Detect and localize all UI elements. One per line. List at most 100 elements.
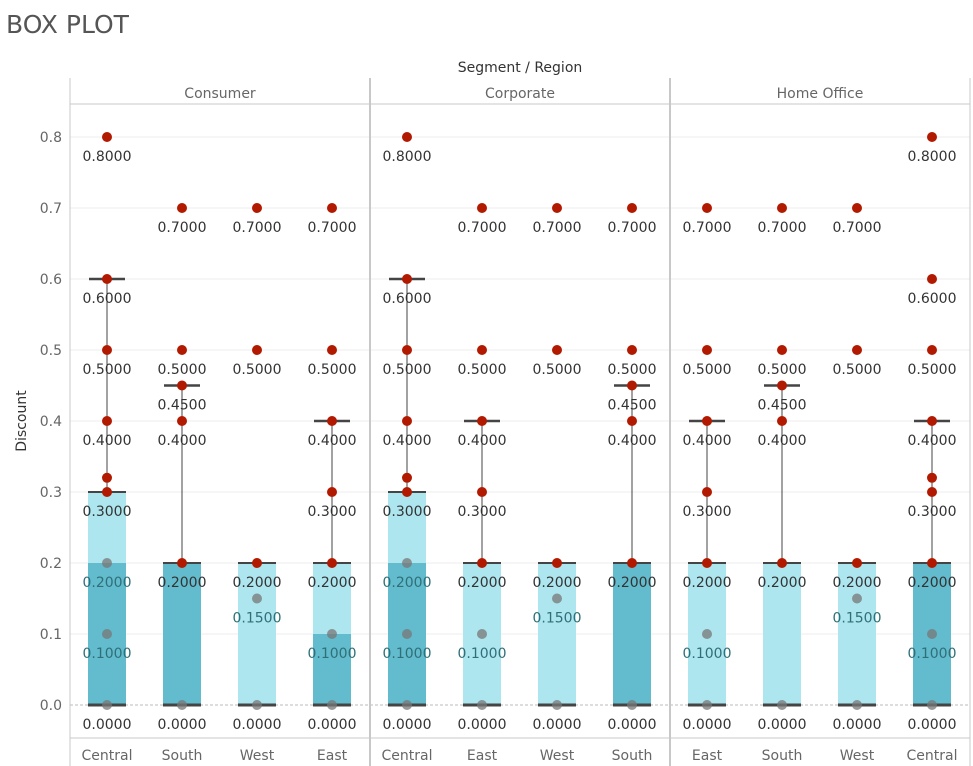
- data-point: [402, 629, 412, 639]
- data-point: [327, 345, 337, 355]
- data-point: [177, 700, 187, 710]
- data-point: [927, 345, 937, 355]
- data-point: [702, 700, 712, 710]
- data-label: 0.1500: [233, 611, 282, 627]
- box-upper: [538, 563, 576, 705]
- x-tick-label: South: [162, 748, 203, 764]
- data-label: 0.3000: [308, 504, 357, 520]
- data-label: 0.8000: [83, 149, 132, 165]
- data-point: [327, 416, 337, 426]
- data-point: [327, 558, 337, 568]
- data-label: 0.7000: [533, 220, 582, 236]
- x-tick-label: East: [692, 748, 723, 764]
- data-label: 0.4000: [683, 433, 732, 449]
- box-upper: [88, 492, 126, 563]
- data-label: 0.1500: [533, 611, 582, 627]
- data-point: [552, 345, 562, 355]
- data-label: 0.0000: [608, 717, 657, 733]
- data-point: [402, 558, 412, 568]
- data-label: 0.0000: [683, 717, 732, 733]
- data-point: [327, 700, 337, 710]
- data-label: 0.6000: [83, 291, 132, 307]
- data-label: 0.3000: [908, 504, 957, 520]
- data-point: [852, 558, 862, 568]
- data-point: [252, 558, 262, 568]
- data-label: 0.5000: [83, 362, 132, 378]
- data-label: 0.7000: [833, 220, 882, 236]
- data-point: [552, 203, 562, 213]
- data-label: 0.0000: [383, 717, 432, 733]
- x-tick-label: East: [467, 748, 498, 764]
- data-point: [927, 274, 937, 284]
- data-point: [702, 487, 712, 497]
- data-point: [702, 416, 712, 426]
- data-label: 0.5000: [158, 362, 207, 378]
- data-label: 0.6000: [383, 291, 432, 307]
- data-point: [177, 345, 187, 355]
- data-point: [927, 558, 937, 568]
- data-label: 0.1000: [683, 646, 732, 662]
- data-point: [177, 380, 187, 391]
- data-label: 0.4500: [608, 398, 657, 414]
- segment-header: Consumer: [184, 86, 256, 102]
- data-point: [102, 345, 112, 355]
- data-label: 0.4500: [758, 398, 807, 414]
- data-point: [102, 700, 112, 710]
- data-point: [102, 487, 112, 497]
- data-point: [927, 472, 937, 483]
- y-tick-label: 0.8: [40, 130, 62, 146]
- data-label: 0.1000: [83, 646, 132, 662]
- data-point: [552, 700, 562, 710]
- data-point: [252, 593, 262, 604]
- data-point: [402, 416, 412, 426]
- data-label: 0.7000: [458, 220, 507, 236]
- data-label: 0.4000: [383, 433, 432, 449]
- data-point: [477, 203, 487, 213]
- data-label: 0.7000: [608, 220, 657, 236]
- data-point: [402, 487, 412, 497]
- data-label: 0.1000: [383, 646, 432, 662]
- data-point: [852, 700, 862, 710]
- x-tick-label: Central: [382, 748, 433, 764]
- data-point: [252, 203, 262, 213]
- data-label: 0.5000: [683, 362, 732, 378]
- data-point: [477, 700, 487, 710]
- data-label: 0.8000: [383, 149, 432, 165]
- y-axis-title: Discount: [14, 390, 30, 452]
- data-point: [927, 700, 937, 710]
- data-label: 0.0000: [233, 717, 282, 733]
- box-upper: [763, 563, 801, 705]
- data-label: 0.5000: [833, 362, 882, 378]
- y-tick-label: 0.6: [40, 272, 62, 288]
- data-label: 0.2000: [833, 575, 882, 591]
- y-axis-ticks: 0.0 0.1 0.2 0.3 0.4 0.5 0.6 0.7 0.8: [40, 130, 62, 714]
- y-tick-label: 0.2: [40, 556, 62, 572]
- data-label: 0.1000: [308, 646, 357, 662]
- data-point: [927, 487, 937, 497]
- data-point: [102, 416, 112, 426]
- data-point: [252, 345, 262, 355]
- data-label: 0.1000: [908, 646, 957, 662]
- x-tick-label: East: [317, 748, 348, 764]
- data-label: 0.2000: [383, 575, 432, 591]
- data-label: 0.7000: [683, 220, 732, 236]
- data-label: 0.1000: [458, 646, 507, 662]
- data-label: 0.0000: [908, 717, 957, 733]
- data-label: 0.4000: [908, 433, 957, 449]
- page-title: BOX PLOT: [6, 10, 129, 39]
- data-point: [552, 593, 562, 604]
- data-point: [777, 345, 787, 355]
- data-label: 0.4000: [758, 433, 807, 449]
- segment-header: Corporate: [485, 86, 555, 102]
- box-lower: [313, 634, 351, 705]
- box-upper: [838, 563, 876, 705]
- data-label: 0.2000: [308, 575, 357, 591]
- data-point: [552, 558, 562, 568]
- data-point: [177, 416, 187, 426]
- data-point: [102, 132, 112, 142]
- data-point: [477, 345, 487, 355]
- data-label: 0.0000: [758, 717, 807, 733]
- data-label: 0.0000: [533, 717, 582, 733]
- data-label: 0.0000: [308, 717, 357, 733]
